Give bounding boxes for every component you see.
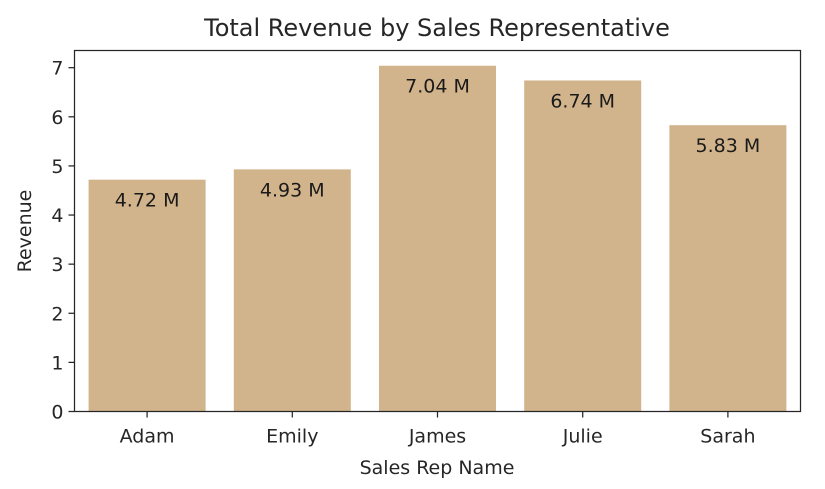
y-tick-label-4: 4	[51, 205, 63, 227]
data-label-adam: 4.72 M	[115, 190, 180, 212]
y-tick-label-5: 5	[51, 156, 63, 178]
data-labels-layer: 4.72 M 4.93 M 7.04 M 6.74 M 5.83 M	[115, 76, 761, 212]
data-label-james: 7.04 M	[405, 76, 470, 98]
bar-emily	[233, 169, 351, 412]
y-tick-label-6: 6	[51, 107, 63, 129]
x-axis-label: Sales Rep Name	[360, 457, 515, 479]
y-axis-label: Revenue	[14, 190, 36, 273]
data-label-emily: 4.93 M	[260, 179, 325, 201]
x-tick-label-julie: Julie	[562, 426, 603, 448]
data-label-julie: 6.74 M	[550, 90, 615, 112]
x-tick-label-emily: Emily	[266, 426, 318, 448]
data-label-sarah: 5.83 M	[696, 135, 761, 157]
x-tick-label-james: James	[408, 426, 466, 448]
chart-title: Total Revenue by Sales Representative	[203, 14, 670, 42]
y-axis-ticks: 0 1 2 3 4 5 6 7	[51, 58, 75, 424]
bars-layer	[88, 65, 787, 412]
x-axis-ticks: Adam Emily James Julie Sarah	[120, 411, 756, 448]
y-tick-label-1: 1	[51, 352, 63, 374]
x-tick-label-sarah: Sarah	[700, 426, 755, 448]
plot-frame	[73, 49, 802, 413]
y-tick-label-2: 2	[51, 303, 63, 325]
y-tick-label-0: 0	[51, 402, 63, 424]
y-tick-label-3: 3	[51, 254, 63, 276]
bar-julie	[524, 80, 642, 412]
y-tick-label-7: 7	[51, 58, 63, 80]
bar-james	[379, 65, 496, 412]
bar-adam	[88, 179, 206, 412]
bar-sarah	[669, 125, 787, 412]
x-tick-label-adam: Adam	[120, 426, 175, 448]
